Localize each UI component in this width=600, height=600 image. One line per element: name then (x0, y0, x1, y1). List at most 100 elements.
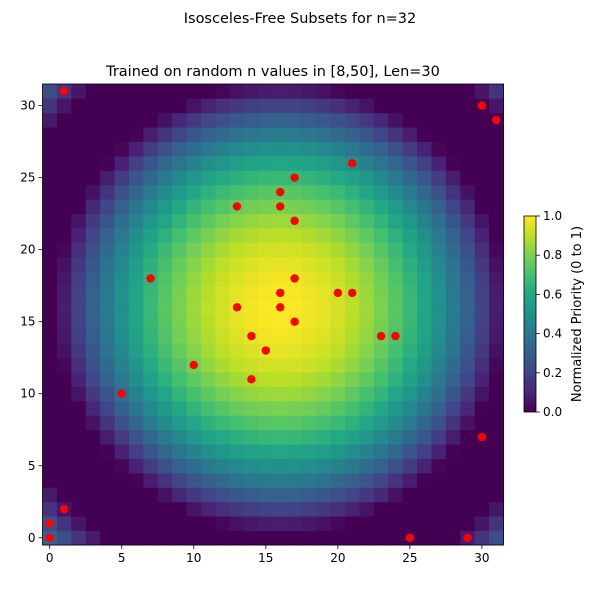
subset-point (146, 274, 155, 283)
heatmap-cell (431, 242, 447, 258)
heatmap-cell (215, 444, 231, 459)
heatmap-cell (431, 170, 447, 186)
heatmap-cell (273, 156, 288, 171)
heatmap-cell (431, 213, 447, 229)
heatmap-cell (114, 487, 130, 503)
heatmap-cell (157, 184, 173, 200)
heatmap-cell (445, 141, 461, 157)
heatmap-cell (229, 343, 245, 359)
heatmap-cell (373, 228, 389, 243)
heatmap-cell (316, 98, 332, 114)
heatmap-cell (474, 156, 490, 171)
heatmap-cell (388, 213, 404, 229)
heatmap-cell (71, 285, 87, 301)
heatmap-cell (301, 184, 317, 200)
x-tick-label: 5 (118, 551, 126, 565)
heatmap-cell (258, 213, 274, 229)
heatmap-cell (460, 357, 476, 373)
heatmap-cell (200, 501, 216, 517)
heatmap-cell (402, 400, 418, 416)
heatmap-cell (71, 213, 87, 229)
subset-point (45, 519, 54, 528)
heatmap-cell (100, 127, 115, 143)
heatmap-cell (445, 98, 461, 114)
heatmap-cell (114, 271, 130, 287)
heatmap-cell (157, 84, 173, 99)
heatmap-cell (273, 228, 288, 243)
heatmap-cell (345, 328, 360, 344)
heatmap-cell (172, 112, 187, 128)
heatmap-cell (100, 343, 115, 359)
heatmap-cell (200, 415, 216, 431)
heatmap-cell (489, 271, 504, 287)
heatmap-cell (373, 213, 389, 229)
heatmap-cell (330, 458, 346, 474)
heatmap-cell (301, 256, 317, 272)
heatmap-cell (172, 343, 187, 359)
heatmap-cell (186, 156, 202, 171)
heatmap-cell (258, 156, 274, 171)
heatmap-cell (417, 444, 432, 459)
heatmap-cell (345, 400, 360, 416)
heatmap-cell (56, 415, 72, 431)
heatmap-cell (100, 228, 115, 243)
y-tick-label: 0 (28, 531, 36, 545)
heatmap-cell (42, 156, 58, 171)
heatmap-cell (330, 487, 346, 503)
heatmap-cell (114, 199, 130, 215)
heatmap-cell (345, 84, 360, 99)
heatmap-cell (143, 156, 159, 171)
heatmap-cell (388, 242, 404, 258)
heatmap-cell (359, 199, 375, 215)
heatmap-cell (186, 400, 202, 416)
heatmap-cell (489, 372, 504, 387)
heatmap-cell (56, 429, 72, 445)
heatmap-cell (417, 400, 432, 416)
heatmap-cell (474, 328, 490, 344)
heatmap-cell (128, 84, 144, 99)
heatmap-cell (474, 84, 490, 99)
heatmap-cell (345, 314, 360, 330)
heatmap-cell (489, 386, 504, 402)
heatmap-cell (316, 501, 332, 517)
heatmap-cell (489, 444, 504, 459)
heatmap-cell (316, 429, 332, 445)
heatmap-cell (215, 271, 231, 287)
heatmap-cell (388, 314, 404, 330)
heatmap-cell (402, 501, 418, 517)
heatmap-cell (100, 170, 115, 186)
heatmap-cell (215, 156, 231, 171)
heatmap-cell (345, 242, 360, 258)
heatmap-cell (431, 357, 447, 373)
heatmap-cell (42, 314, 58, 330)
heatmap-cell (388, 271, 404, 287)
heatmap-cell (316, 170, 332, 186)
heatmap-cell (417, 415, 432, 431)
heatmap-cell (359, 343, 375, 359)
heatmap-cell (474, 458, 490, 474)
heatmap-cell (172, 199, 187, 215)
heatmap-cell (114, 156, 130, 171)
heatmap-cell (445, 84, 461, 99)
heatmap-cell (56, 328, 72, 344)
heatmap-cell (316, 141, 332, 157)
heatmap-cell (431, 256, 447, 272)
x-tick-label: 15 (258, 551, 273, 565)
heatmap-cell (417, 372, 432, 387)
heatmap-cell (316, 285, 332, 301)
heatmap-cell (100, 300, 115, 315)
heatmap-cell (186, 256, 202, 272)
heatmap-cell (143, 199, 159, 215)
heatmap-cell (85, 300, 101, 315)
heatmap-cell (85, 343, 101, 359)
heatmap-cell (445, 429, 461, 445)
heatmap-cell (431, 516, 447, 531)
heatmap-cell (143, 458, 159, 474)
heatmap-cell (330, 184, 346, 200)
heatmap-cell (200, 156, 216, 171)
heatmap-cell (229, 328, 245, 344)
x-tick-label: 0 (46, 551, 54, 565)
heatmap-cell (200, 213, 216, 229)
heatmap-cell (42, 343, 58, 359)
heatmap-cell (100, 141, 115, 157)
